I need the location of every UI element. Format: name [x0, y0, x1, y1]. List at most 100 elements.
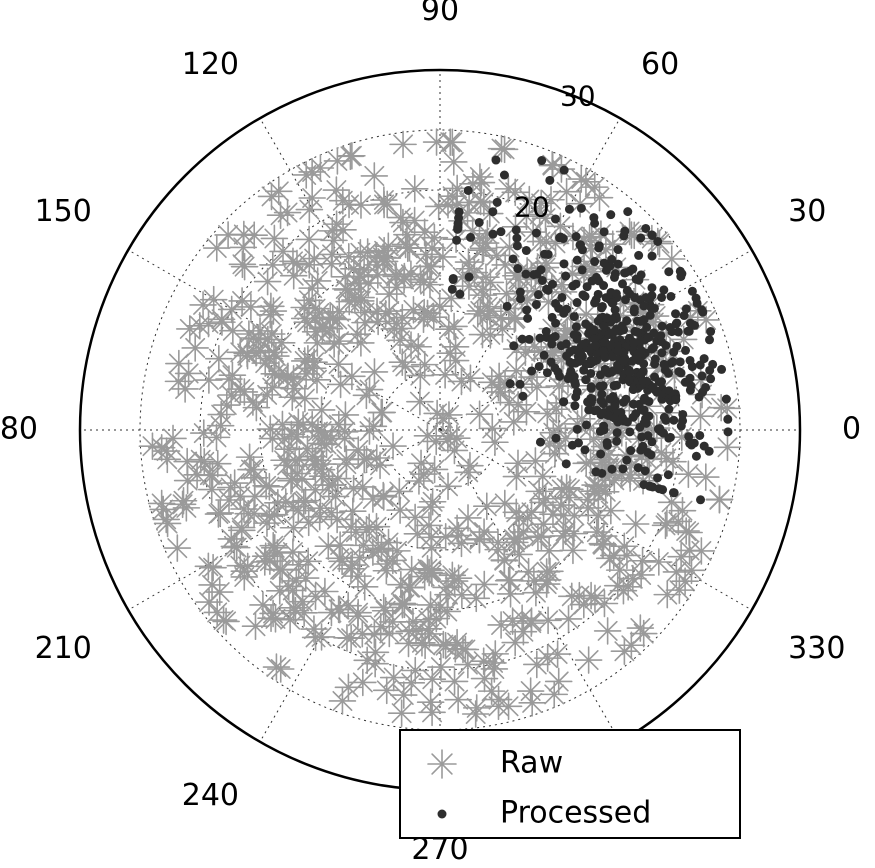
- processed-point: [562, 351, 571, 360]
- raw-point: [296, 197, 322, 223]
- raw-point: [455, 459, 481, 485]
- raw-point: [693, 464, 719, 490]
- raw-point: [263, 654, 289, 680]
- raw-point: [411, 461, 437, 487]
- processed-point: [527, 366, 536, 375]
- raw-point: [509, 605, 535, 631]
- processed-point: [573, 298, 582, 307]
- angle-tick-label: 330: [788, 631, 845, 666]
- raw-point: [262, 606, 288, 632]
- processed-point: [671, 395, 680, 404]
- raw-point: [418, 494, 444, 520]
- processed-point: [572, 232, 581, 241]
- processed-point: [488, 230, 497, 239]
- raw-point: [390, 131, 416, 157]
- raw-point: [419, 235, 445, 261]
- angle-tick-label: 60: [641, 47, 679, 82]
- processed-point: [570, 330, 579, 339]
- processed-point: [522, 246, 531, 255]
- raw-point: [164, 535, 190, 561]
- processed-point: [705, 366, 714, 375]
- processed-point: [596, 427, 605, 436]
- raw-point: [149, 490, 175, 516]
- raw-point: [406, 468, 432, 494]
- processed-point: [619, 231, 628, 240]
- processed-point: [626, 446, 635, 455]
- raw-point: [341, 476, 367, 502]
- raw-point: [381, 665, 407, 691]
- processed-point: [586, 369, 595, 378]
- raw-point: [371, 594, 397, 620]
- processed-point: [661, 341, 670, 350]
- processed-point: [603, 438, 612, 447]
- raw-point: [477, 269, 503, 295]
- raw-point: [455, 249, 481, 275]
- raw-point: [284, 250, 310, 276]
- raw-point: [330, 188, 356, 214]
- raw-point: [305, 268, 331, 294]
- processed-point: [705, 447, 714, 456]
- raw-point: [328, 371, 354, 397]
- raw-point: [536, 538, 562, 564]
- raw-point: [422, 456, 448, 482]
- processed-point: [559, 397, 568, 406]
- raw-point: [488, 612, 514, 638]
- raw-point: [436, 316, 462, 342]
- raw-point: [485, 693, 511, 719]
- processed-point: [641, 224, 650, 233]
- raw-point: [204, 235, 230, 261]
- processed-point: [690, 439, 699, 448]
- processed-point: [500, 171, 509, 180]
- processed-point: [535, 362, 544, 371]
- raw-point: [598, 498, 624, 524]
- legend-marker: [438, 810, 447, 819]
- processed-point: [640, 396, 649, 405]
- processed-point: [692, 452, 701, 461]
- processed-point: [580, 445, 589, 454]
- processed-point: [582, 420, 591, 429]
- angle-tick-label: 90: [421, 0, 459, 28]
- raw-point: [207, 579, 233, 605]
- raw-point: [348, 192, 374, 218]
- raw-point: [317, 316, 343, 342]
- processed-point: [475, 218, 484, 227]
- processed-point: [638, 376, 647, 385]
- raw-point: [319, 241, 345, 267]
- raw-point: [477, 298, 503, 324]
- raw-point: [556, 606, 582, 632]
- processed-point: [623, 417, 632, 426]
- processed-point: [647, 291, 656, 300]
- raw-point: [254, 510, 280, 536]
- raw-point: [259, 375, 285, 401]
- raw-point: [554, 179, 580, 205]
- processed-point: [672, 318, 681, 327]
- raw-point: [389, 315, 415, 341]
- processed-point: [594, 290, 603, 299]
- angle-tick-label: 30: [788, 194, 826, 229]
- processed-point: [588, 394, 597, 403]
- processed-point: [686, 356, 695, 365]
- raw-point: [471, 519, 497, 545]
- raw-point: [502, 630, 528, 656]
- raw-point: [672, 568, 698, 594]
- raw-point: [232, 254, 258, 280]
- processed-point: [560, 166, 569, 175]
- raw-point: [283, 568, 309, 594]
- raw-point: [229, 517, 255, 543]
- raw-point: [260, 298, 286, 324]
- processed-point: [578, 290, 587, 299]
- raw-point: [464, 695, 490, 721]
- processed-point: [698, 388, 707, 397]
- processed-point: [578, 265, 587, 274]
- processed-point: [706, 327, 715, 336]
- processed-point: [723, 415, 732, 424]
- raw-point: [545, 641, 571, 667]
- processed-point: [568, 282, 577, 291]
- raw-point: [518, 678, 544, 704]
- raw-point: [463, 701, 489, 727]
- processed-point: [614, 364, 623, 373]
- processed-point: [669, 416, 678, 425]
- processed-point: [658, 485, 667, 494]
- processed-point: [551, 434, 560, 443]
- processed-point: [636, 233, 645, 242]
